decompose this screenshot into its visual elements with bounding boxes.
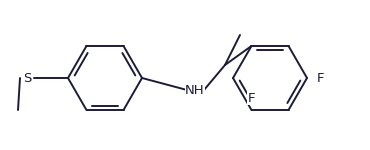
- Text: S: S: [23, 72, 31, 84]
- Text: NH: NH: [185, 84, 205, 96]
- Text: F: F: [316, 72, 324, 84]
- Text: F: F: [248, 92, 255, 105]
